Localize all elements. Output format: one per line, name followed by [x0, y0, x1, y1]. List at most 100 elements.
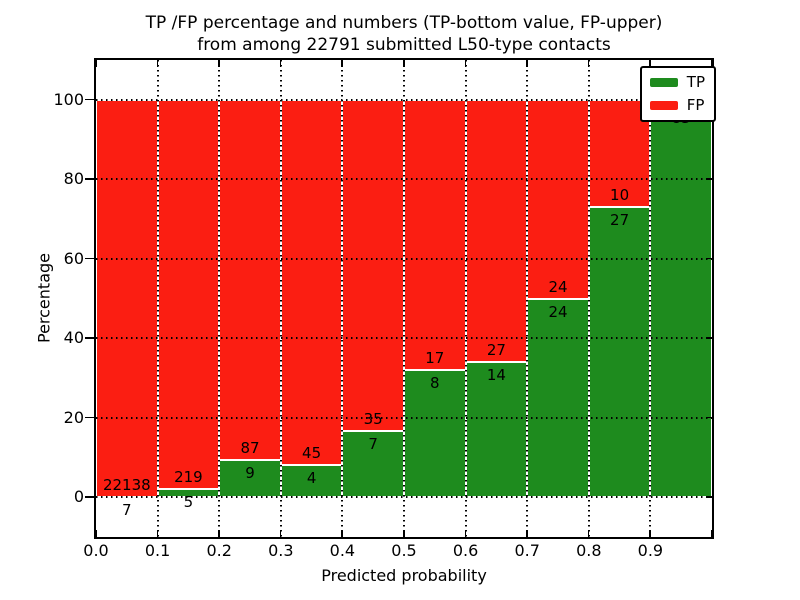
bar-label-fp: 45	[302, 443, 322, 462]
y-tick-mark	[85, 257, 94, 260]
bar-label-fp: 24	[548, 277, 568, 296]
bar-segment-fp	[465, 99, 528, 362]
x-tick-label: 0.4	[329, 541, 356, 560]
x-tick-mark	[649, 60, 651, 67]
y-tick-label: 80	[63, 169, 84, 189]
legend: TP FP	[639, 66, 716, 122]
x-tick-mark	[279, 60, 282, 67]
y-tick-label: 60	[63, 248, 84, 268]
x-tick-mark	[526, 60, 528, 67]
x-tick-mark	[279, 530, 282, 537]
y-tick-mark	[706, 496, 712, 498]
bar-label-tp: 8	[430, 374, 440, 393]
bar-label-tp: 24	[548, 302, 568, 321]
x-tick-mark	[711, 60, 713, 67]
y-tick-label: 100	[53, 89, 84, 109]
v-gridline	[279, 60, 282, 537]
y-tick-label: 40	[63, 328, 84, 348]
bar-segment-fp	[219, 99, 281, 460]
y-tick-mark	[85, 496, 94, 498]
x-tick-mark	[218, 60, 220, 67]
chart-title-line2: from among 22791 submitted L50-type cont…	[197, 35, 611, 55]
v-gridline	[526, 60, 529, 537]
x-tick-label: 0.8	[576, 541, 602, 560]
x-tick-label: 0.2	[206, 541, 232, 560]
bar-label-fp: 219	[174, 467, 203, 486]
x-tick-mark	[464, 530, 467, 537]
y-tick-label: 20	[63, 407, 84, 427]
y-tick-mark	[706, 257, 712, 260]
legend-label: TP	[686, 73, 705, 91]
plot-area: TP FP 22138 7 219 5 87 9 45 4 35 7 17 8 27 14 24 24 10 27 8…	[53, 58, 716, 560]
bar-segment-tp	[527, 298, 589, 498]
x-axis-label: Predicted probability	[321, 566, 487, 585]
x-tick-mark	[95, 60, 97, 67]
x-tick-mark	[526, 530, 528, 537]
x-tick-label: 0.9	[637, 541, 664, 560]
x-tick-mark	[587, 60, 590, 67]
x-tick-mark	[156, 530, 159, 537]
v-gridline	[464, 60, 467, 537]
bar-label-tp: 5	[183, 492, 194, 511]
x-tick-mark	[649, 530, 651, 537]
y-tick-label: 0	[73, 487, 84, 507]
bar-segment-tp	[650, 104, 712, 498]
legend-swatch-fp	[649, 101, 678, 110]
legend-item-tp: TP	[649, 73, 705, 91]
x-tick-label: 0.6	[452, 541, 479, 560]
bar-segment-fp	[404, 99, 466, 371]
legend-swatch-tp	[649, 78, 678, 87]
v-gridline	[341, 60, 344, 537]
legend-label: FP	[686, 96, 705, 114]
bar-label-fp: 35	[363, 409, 383, 428]
x-tick-label: 0.0	[83, 541, 109, 560]
y-tick-mark	[85, 337, 94, 339]
bar-segment-fp	[96, 99, 158, 498]
y-tick-mark	[85, 98, 94, 101]
bar-label-fp: 22138	[102, 476, 151, 495]
x-tick-mark	[403, 60, 405, 67]
x-tick-mark	[587, 530, 590, 537]
x-tick-mark	[464, 60, 467, 67]
bar-label-fp: 27	[486, 340, 506, 359]
bar-segment-fp	[527, 99, 589, 299]
v-gridline	[218, 60, 221, 537]
bar-label-tp: 9	[245, 463, 255, 482]
bar-label-tp: 27	[610, 211, 630, 230]
x-tick-label: 0.7	[514, 541, 540, 560]
bar-label-tp: 4	[306, 468, 317, 487]
bar-segment-fp	[157, 99, 220, 489]
y-tick-mark	[85, 178, 94, 180]
x-tick-mark	[341, 60, 343, 67]
v-gridline	[156, 60, 159, 537]
bar-label-tp: 14	[486, 365, 506, 384]
bar-label-fp: 17	[425, 349, 445, 368]
bar-segment-fp	[280, 99, 343, 465]
chart-title: TP /FP percentage and numbers (TP-bottom…	[146, 12, 663, 56]
chart-title-line1: TP /FP percentage and numbers (TP-bottom…	[145, 13, 663, 33]
y-tick-mark	[706, 337, 712, 339]
x-tick-mark	[95, 530, 97, 537]
legend-item-fp: FP	[649, 96, 705, 114]
x-tick-label: 0.5	[391, 541, 417, 560]
bar-label-tp: 7	[368, 434, 378, 453]
x-tick-mark	[218, 530, 220, 537]
x-tick-mark	[403, 530, 405, 537]
v-gridline	[403, 60, 405, 537]
v-gridline	[587, 60, 590, 537]
x-tick-label: 0.3	[268, 541, 294, 560]
bar-segment-fp	[342, 99, 404, 431]
bar-label-tp: 7	[122, 501, 132, 520]
x-tick-mark	[341, 530, 343, 537]
x-tick-mark	[156, 60, 159, 67]
bar-label-fp: 10	[610, 186, 630, 205]
bar-segment-tp	[588, 207, 651, 498]
y-tick-mark	[706, 178, 712, 180]
bar-label-fp: 87	[240, 438, 260, 457]
x-tick-label: 0.1	[144, 541, 171, 560]
x-tick-mark	[711, 530, 713, 537]
y-tick-mark	[85, 416, 94, 419]
v-gridline	[649, 60, 652, 537]
y-tick-mark	[706, 416, 712, 419]
